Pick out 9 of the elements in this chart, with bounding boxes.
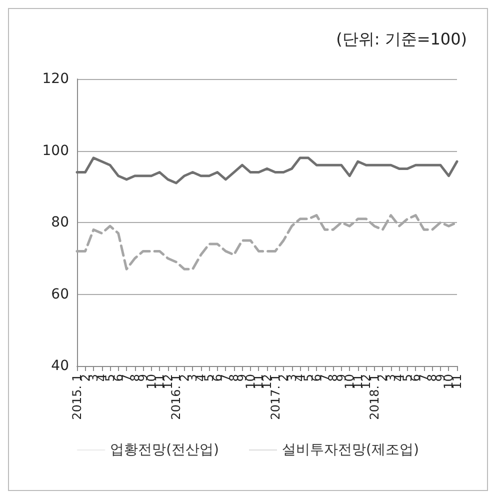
y-tick-label: 60 bbox=[51, 286, 69, 302]
legend-label: 설비투자전망(제조업) bbox=[282, 442, 419, 458]
y-tick-label: 100 bbox=[42, 142, 69, 159]
text: (단위: 기준=100) bbox=[336, 30, 467, 48]
y-tick-label: 80 bbox=[51, 214, 69, 230]
line-series bbox=[76, 156, 458, 184]
legend-label: 업황전망(전산업) bbox=[110, 442, 220, 458]
y-tick-label: 40 bbox=[51, 358, 69, 374]
y-tick-label: 120 bbox=[42, 71, 69, 87]
